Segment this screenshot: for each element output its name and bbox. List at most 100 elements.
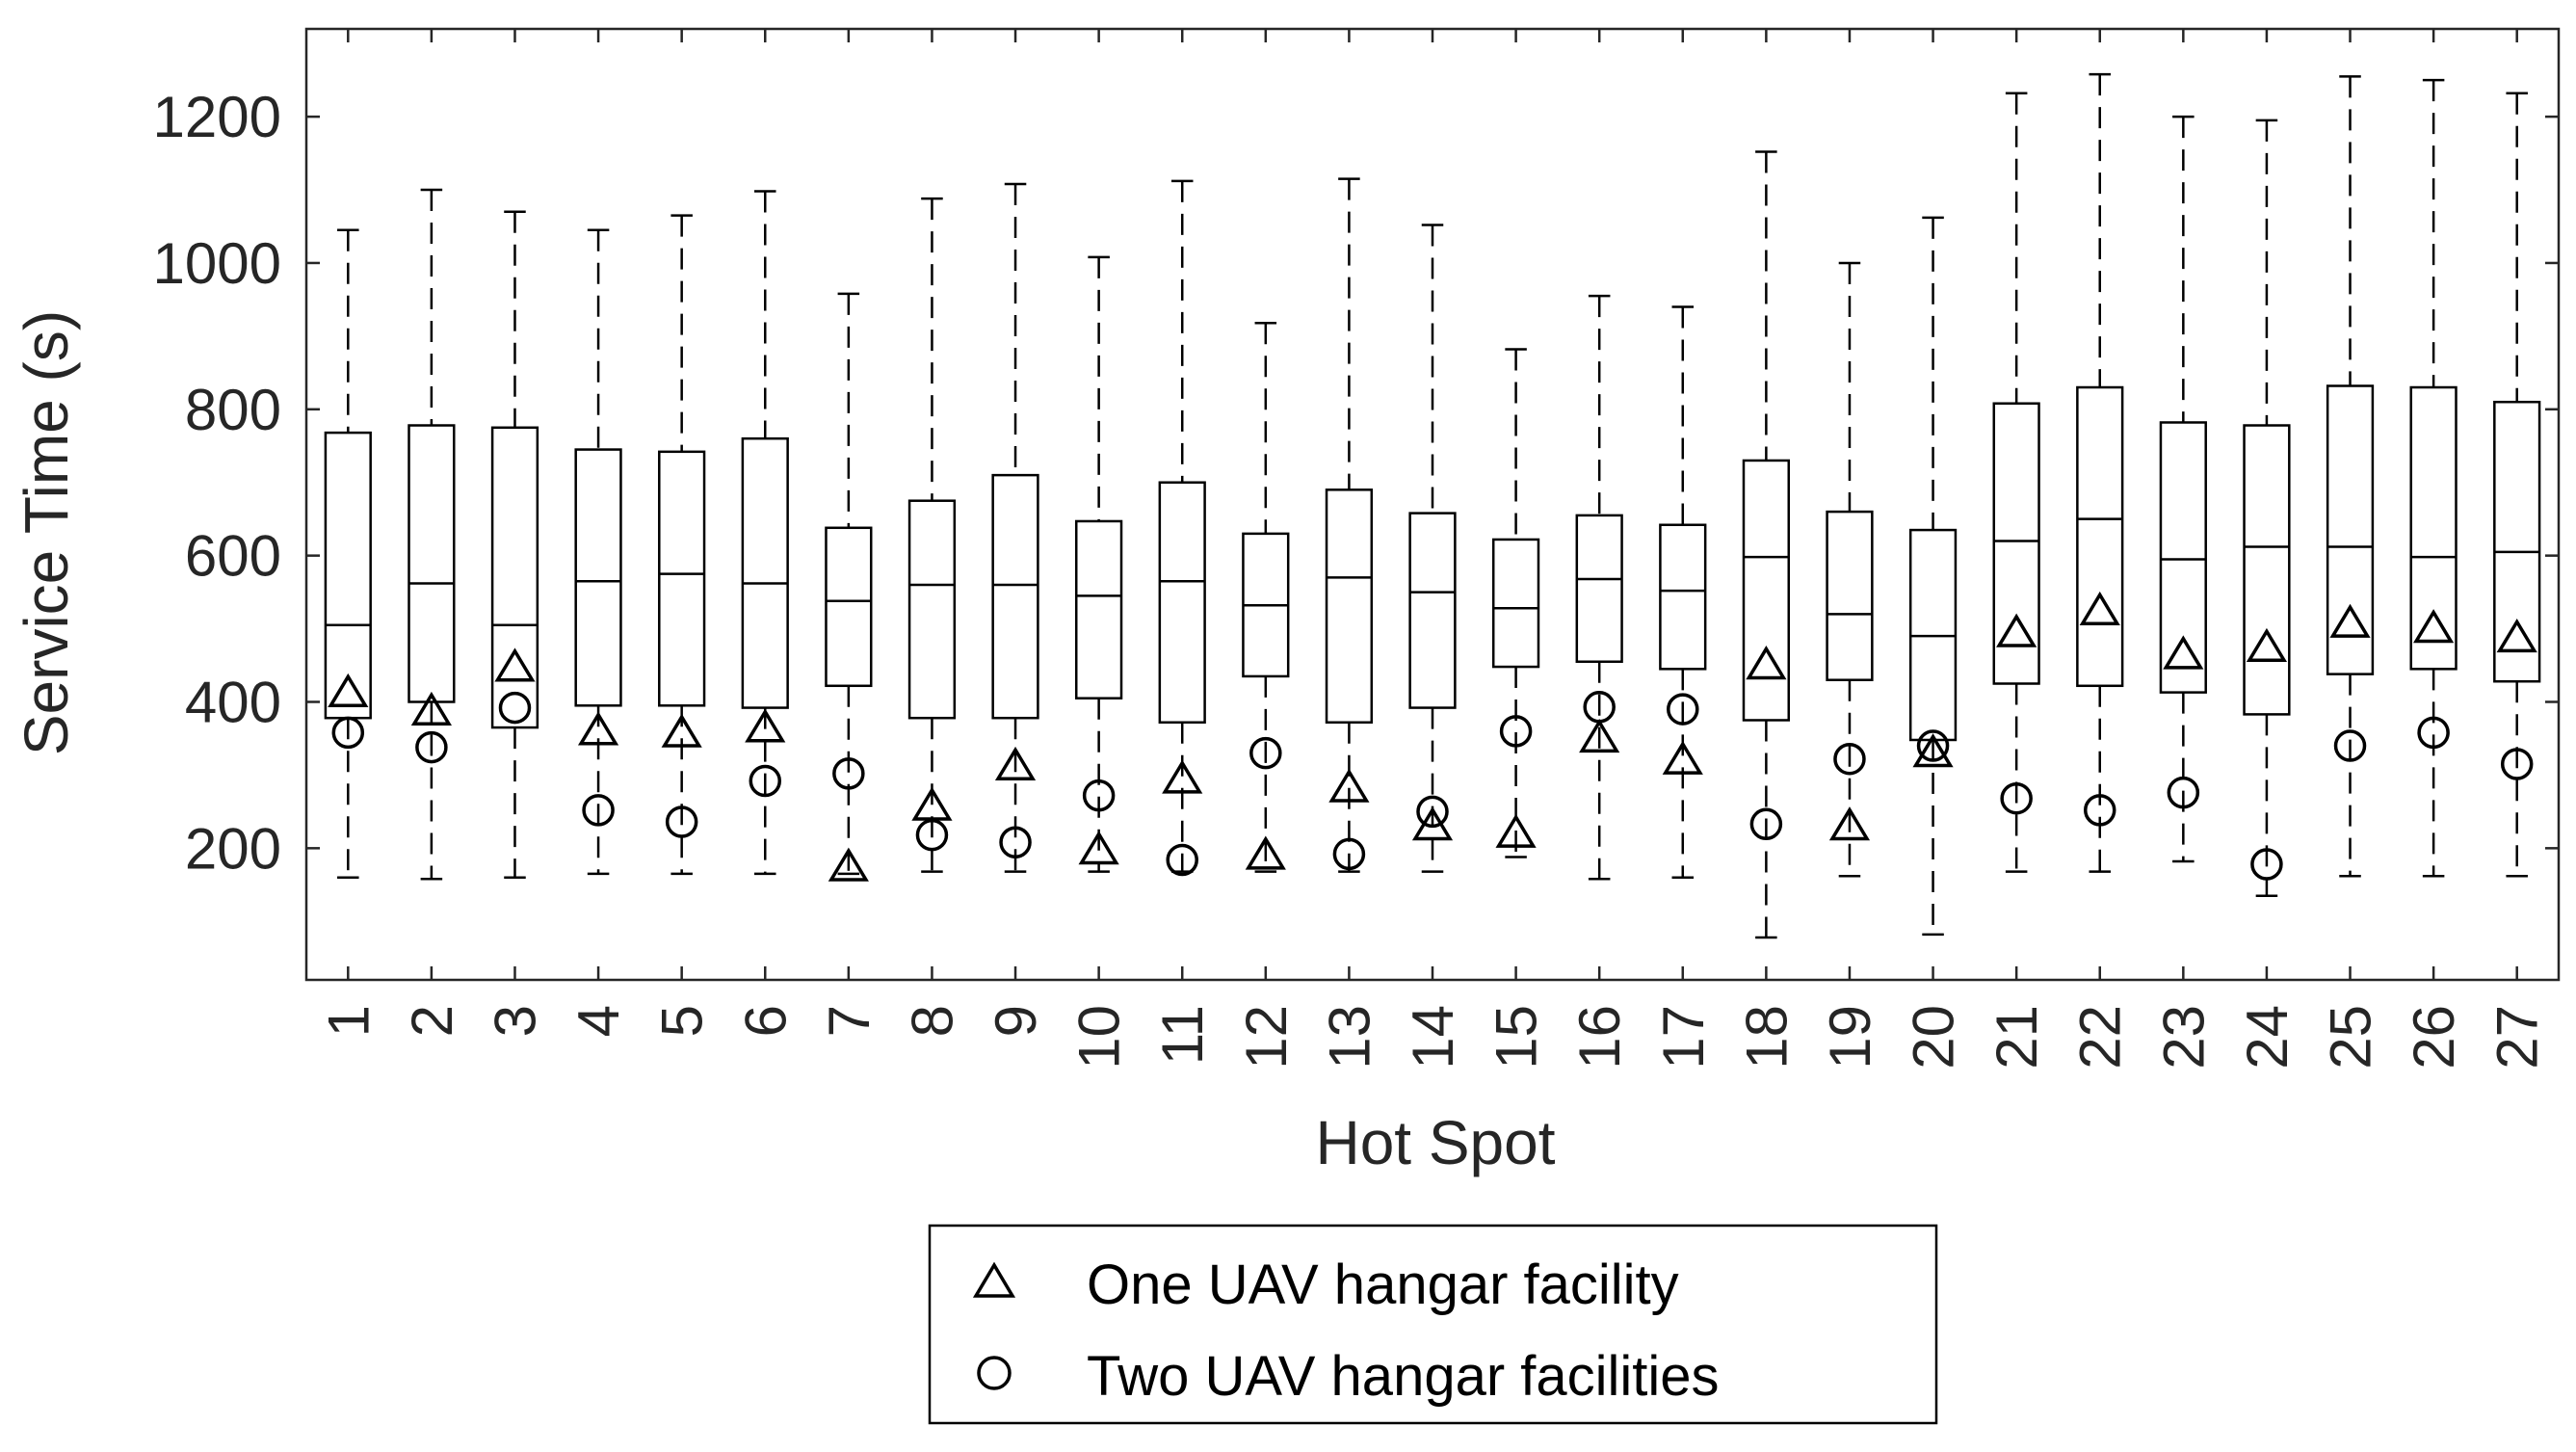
marker-circle [2167, 776, 2200, 809]
x-tick-label: 26 [2402, 1005, 2466, 1069]
y-tick-label: 1000 [153, 231, 281, 296]
x-tick-label: 19 [1818, 1005, 1882, 1069]
boxes-layer [324, 72, 2541, 939]
marker-triangle [1912, 733, 1954, 768]
x-tick-label: 14 [1401, 1005, 1465, 1069]
marker-triangle [828, 847, 869, 882]
marker-triangle [577, 711, 619, 746]
box-group [1659, 305, 1707, 879]
marker-triangle [994, 746, 1037, 780]
box-iqr [574, 448, 622, 707]
marker-triangle [328, 673, 369, 708]
box-iqr [658, 450, 706, 707]
box-iqr [1659, 523, 1707, 671]
x-tick-label: 1 [316, 1005, 381, 1037]
marker-circle [1082, 779, 1116, 812]
box-iqr [2076, 385, 2124, 688]
box-iqr [741, 436, 789, 709]
legend: One UAV hangar facility Two UAV hangar f… [928, 1224, 1938, 1425]
marker-circle [2083, 794, 2116, 827]
y-axis: 200 400 600 800 1000 1200 [153, 85, 2559, 881]
marker-triangle [2246, 627, 2288, 662]
marker-triangle [2413, 609, 2455, 644]
marker-circle [1749, 807, 1783, 841]
legend-label-two-uav: Two UAV hangar facilities [1087, 1345, 1720, 1408]
x-tick-label: 3 [483, 1005, 547, 1037]
box-iqr [2326, 384, 2375, 675]
marker-circle [2417, 716, 2450, 750]
x-tick-label: 4 [566, 1005, 631, 1037]
box-group [907, 197, 957, 873]
marker-circle [1332, 837, 1366, 871]
box-group [2159, 115, 2207, 863]
box-iqr [1491, 538, 1540, 669]
x-tick-label: 9 [984, 1005, 1048, 1037]
x-tick-label: 12 [1234, 1005, 1299, 1069]
y-axis-label: Service Time (s) [12, 310, 81, 755]
y-tick-label: 600 [185, 524, 281, 589]
markers-layer [328, 591, 2537, 882]
marker-circle [498, 691, 532, 725]
marker-circle [832, 757, 865, 790]
marker-circle [999, 826, 1032, 859]
marker-triangle [1328, 768, 1370, 803]
box-group [1575, 294, 1623, 881]
x-tick-label: 16 [1567, 1005, 1632, 1069]
box-iqr [907, 499, 957, 720]
x-tick-label: 15 [1485, 1005, 1549, 1069]
marker-triangle [1495, 813, 1537, 848]
box-group [741, 190, 789, 876]
box-iqr [490, 426, 539, 729]
marker-triangle [745, 708, 786, 743]
box-group [324, 228, 372, 879]
box-group [574, 228, 622, 876]
marker-circle [1583, 691, 1616, 724]
marker-circle [665, 805, 698, 838]
marker-circle [582, 794, 615, 827]
x-tick-label: 23 [2151, 1005, 2216, 1069]
box-group [2243, 119, 2291, 897]
box-group [2493, 92, 2541, 878]
x-tick-label: 24 [2235, 1005, 2300, 1069]
marker-triangle [1245, 835, 1286, 870]
box-group [1826, 261, 1874, 878]
box-iqr [1826, 510, 1874, 681]
box-iqr [991, 473, 1039, 720]
box-group [825, 292, 873, 876]
x-tick-label: 13 [1317, 1005, 1381, 1069]
marker-circle [1833, 742, 1866, 776]
marker-triangle [1078, 831, 1119, 865]
x-axis: 1 2 3 4 5 6 7 8 9 10 11 12 13 14 15 16 17 18 19 20 21 22 23 24 2… [316, 29, 2550, 1069]
legend-triangle-icon [972, 1261, 1016, 1298]
marker-triangle [1662, 740, 1703, 775]
box-group [1325, 177, 1374, 873]
marker-circle [415, 730, 448, 764]
box-group [2326, 75, 2375, 878]
box-group [2409, 78, 2458, 878]
x-tick-label: 6 [733, 1005, 798, 1037]
marker-triangle [1828, 806, 1871, 841]
marker-triangle [1746, 646, 1787, 680]
x-tick-label: 21 [1985, 1005, 2049, 1069]
marker-triangle [1579, 718, 1620, 753]
x-tick-label: 2 [400, 1005, 464, 1037]
x-tick-label: 18 [1734, 1005, 1799, 1069]
marker-triangle [2496, 618, 2537, 653]
box-iqr [1325, 488, 1374, 725]
legend-circle-icon [977, 1356, 1012, 1390]
marker-circle [1499, 715, 1533, 748]
box-group [1408, 224, 1457, 873]
marker-triangle [661, 713, 702, 748]
y-tick-label: 200 [185, 816, 281, 881]
marker-circle [1166, 843, 1198, 877]
box-group [1742, 150, 1791, 939]
marker-circle [749, 764, 782, 798]
box-group [1908, 216, 1958, 937]
box-iqr [407, 424, 456, 703]
box-group [1074, 255, 1123, 873]
x-axis-label: Hot Spot [1315, 1108, 1555, 1177]
marker-circle [915, 818, 949, 852]
box-iqr [1992, 402, 2040, 685]
y-tick-label: 400 [185, 670, 281, 734]
marker-circle [1249, 736, 1282, 770]
